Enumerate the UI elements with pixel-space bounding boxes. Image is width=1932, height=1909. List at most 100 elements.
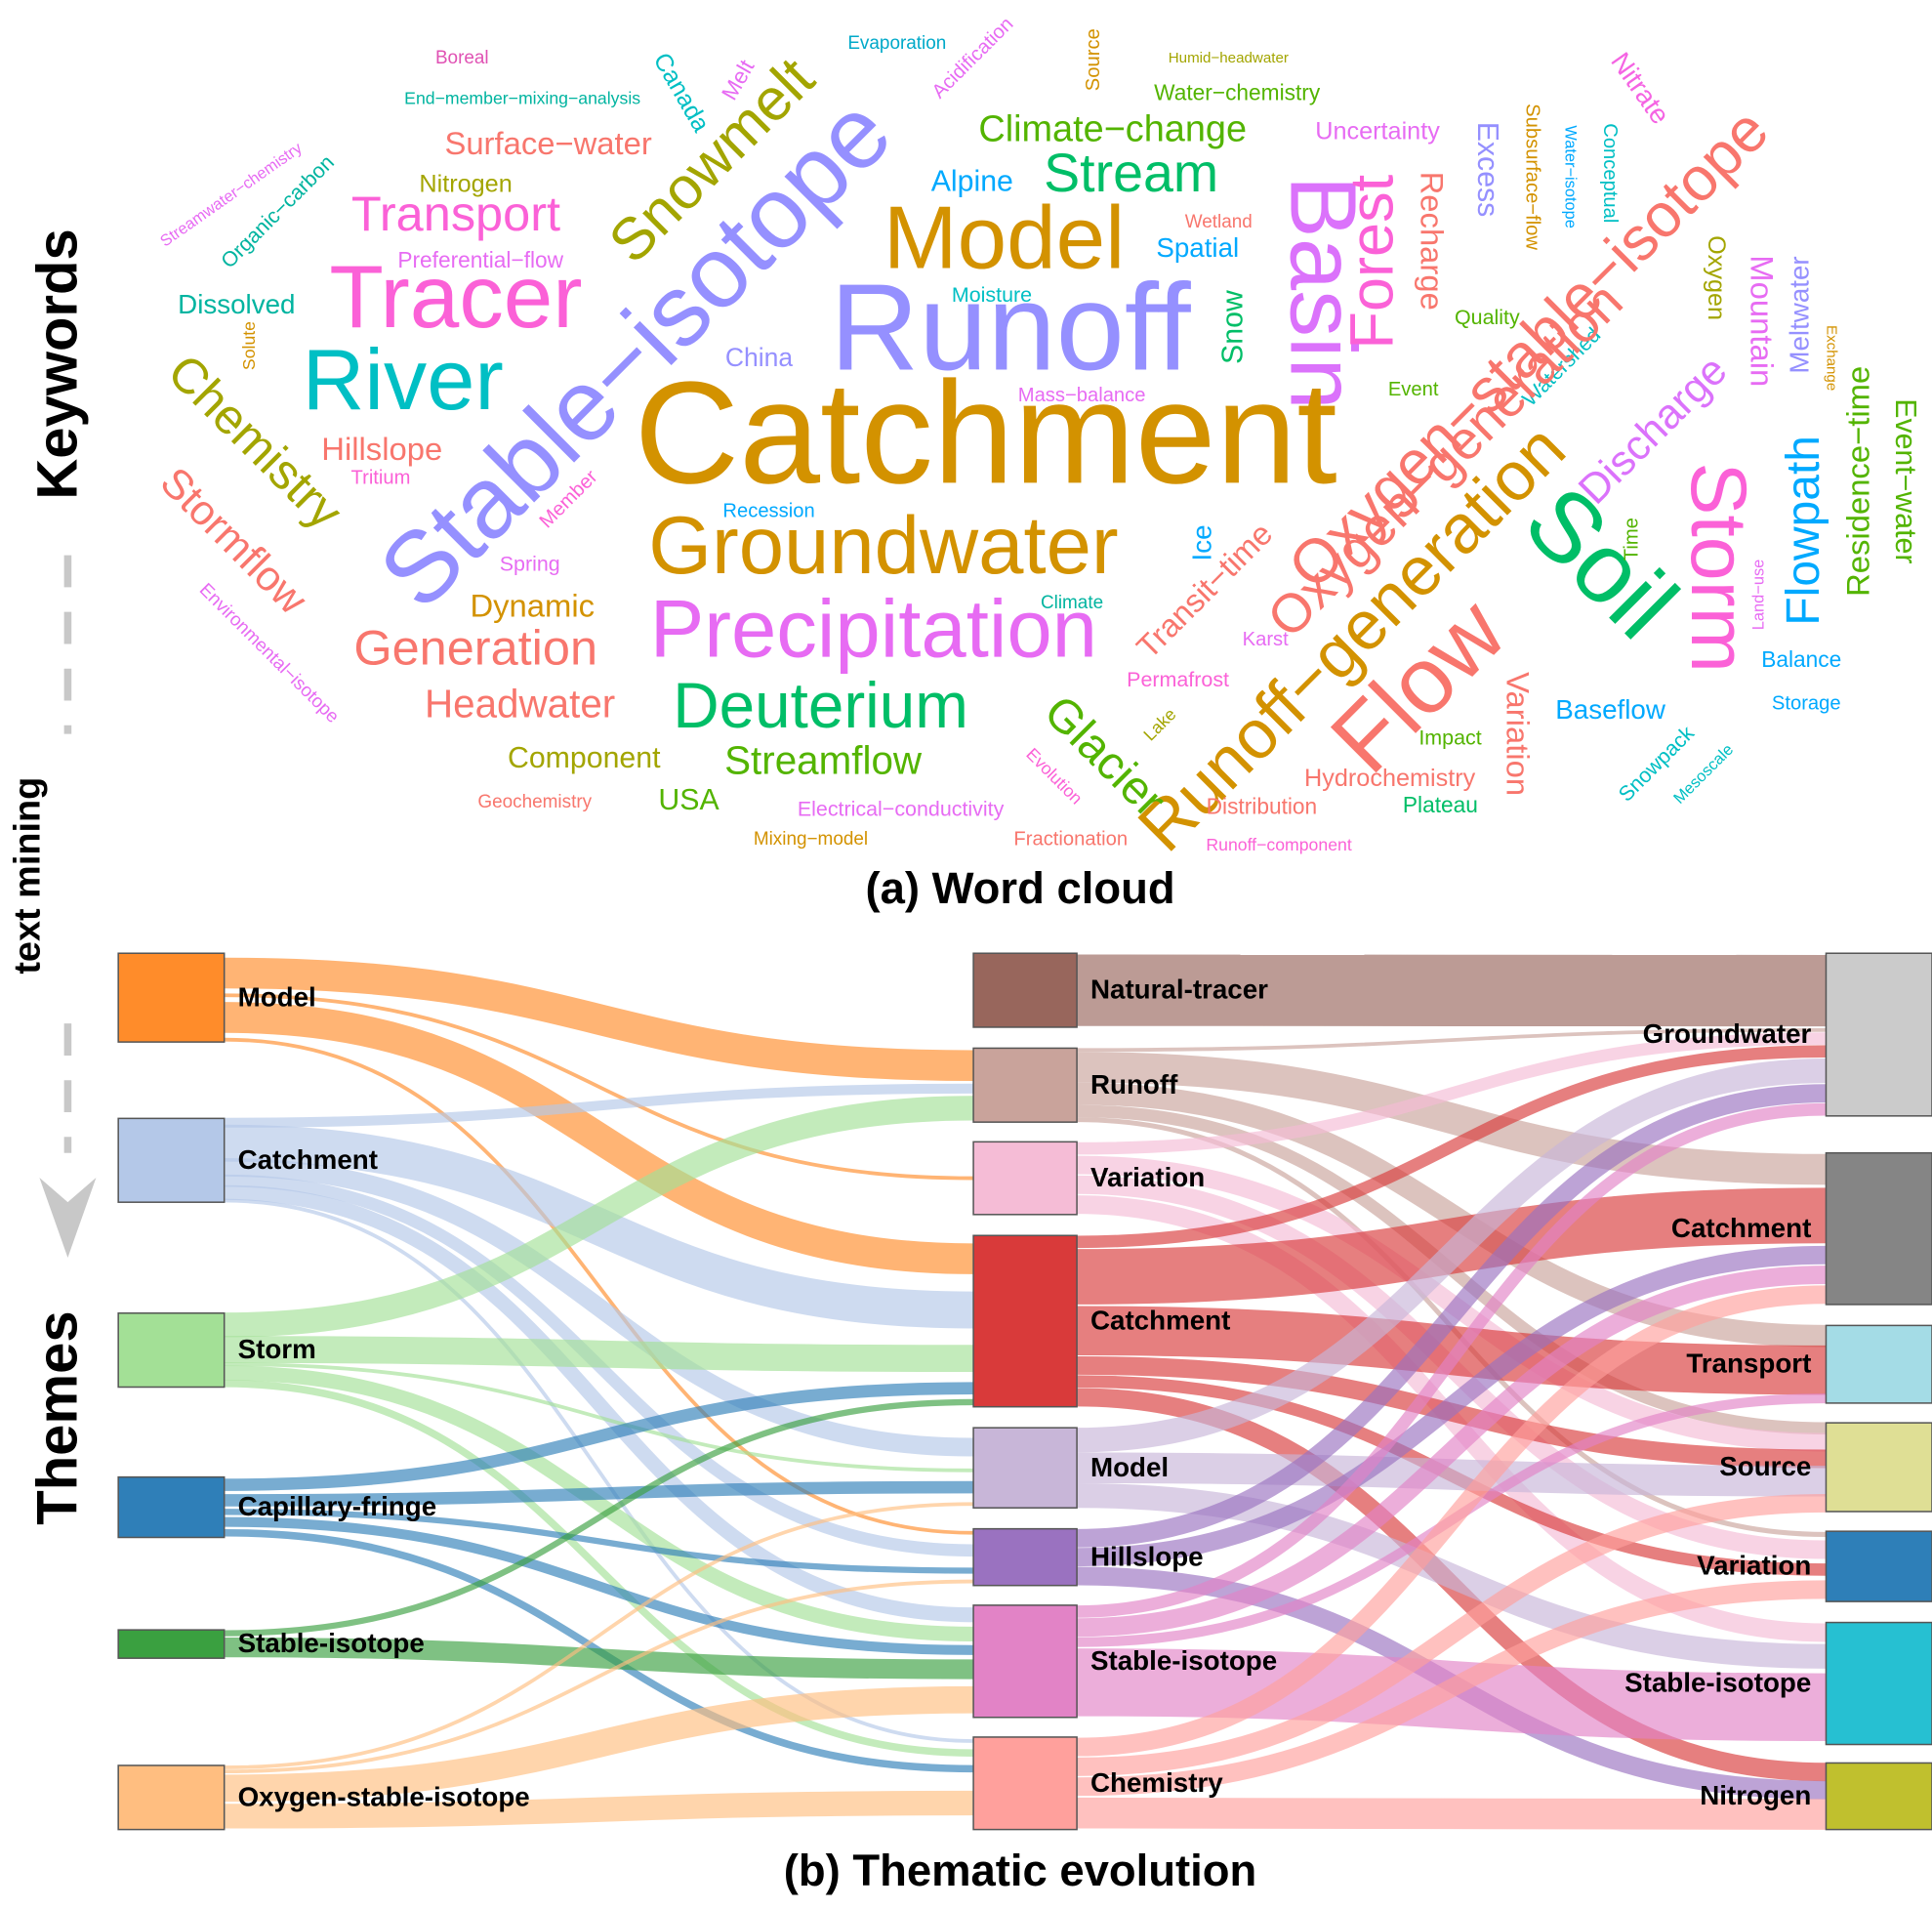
word: Stream xyxy=(1044,143,1218,203)
node xyxy=(972,1527,1078,1587)
word: Recharge xyxy=(1414,172,1450,311)
word: Tracer xyxy=(329,248,582,347)
word: Climate xyxy=(1041,593,1103,613)
flow xyxy=(224,1638,974,1680)
word: Electrical−conductivity xyxy=(798,798,1005,821)
flow xyxy=(1077,1032,1827,1155)
flow xyxy=(224,1516,974,1655)
word: Event−water xyxy=(1889,398,1921,563)
flow xyxy=(224,1382,974,1491)
word: Water−chemistry xyxy=(1154,80,1321,105)
word: Snow xyxy=(1217,290,1250,364)
word: Storage xyxy=(1772,693,1841,715)
word: Oxygen xyxy=(1703,235,1730,320)
node xyxy=(1825,1762,1932,1831)
node-label: Stable-isotope xyxy=(238,1628,425,1658)
node-label: Stable-isotope xyxy=(1624,1668,1811,1698)
links xyxy=(224,954,1827,1830)
word: Catchment xyxy=(635,351,1337,514)
caption: (b) Thematic evolution xyxy=(784,1846,1257,1895)
word: End−member−mixing−analysis xyxy=(404,88,640,107)
word: Storm xyxy=(1674,462,1762,672)
flow xyxy=(224,957,974,1082)
side-label: Themes xyxy=(25,1310,89,1524)
node xyxy=(972,1736,1078,1831)
flow xyxy=(1077,1084,1827,1548)
word: Wetland xyxy=(1185,212,1253,232)
flow xyxy=(1077,1266,1827,1638)
flow xyxy=(1077,1102,1827,1618)
node xyxy=(1825,952,1932,1117)
node xyxy=(117,1764,226,1831)
node xyxy=(972,1427,1078,1509)
word: Component xyxy=(508,742,661,774)
flow xyxy=(224,1096,974,1338)
word: China xyxy=(725,343,794,372)
word: Lake xyxy=(1139,704,1179,744)
word: Solute xyxy=(239,321,259,370)
node xyxy=(117,1117,226,1203)
node-label: Groundwater xyxy=(1643,1018,1812,1049)
word: Transport xyxy=(351,186,560,241)
word: Nitrogen xyxy=(419,171,512,198)
word: Spatial xyxy=(1156,232,1239,263)
node-label: Model xyxy=(238,981,316,1012)
node-label: Capillary-fringe xyxy=(238,1491,437,1521)
node xyxy=(1825,1151,1932,1306)
word: Fractionation xyxy=(1013,828,1128,850)
node-label: Catchment xyxy=(1671,1213,1811,1243)
word: Dissolved xyxy=(178,289,295,319)
node-label: Natural-tracer xyxy=(1090,975,1268,1005)
word: Plateau xyxy=(1403,792,1478,817)
word: Quality xyxy=(1455,306,1520,329)
word: Precipitation xyxy=(650,584,1097,675)
word: Uncertainty xyxy=(1315,117,1440,145)
word: Dynamic xyxy=(470,588,595,624)
nodes: Model Catchment Storm Capillary-fringe Stabl… xyxy=(117,952,1932,1831)
flow xyxy=(224,1362,974,1473)
flow xyxy=(1077,1797,1827,1830)
node-label: Catchment xyxy=(1090,1306,1230,1336)
node xyxy=(117,1312,226,1389)
node-label: Oxygen-stable-isotope xyxy=(238,1781,530,1811)
node xyxy=(972,1047,1078,1123)
word: Meltwater xyxy=(1785,256,1815,373)
word: Hydrochemistry xyxy=(1304,765,1476,792)
word: Karst xyxy=(1243,629,1290,650)
word: Mixing−model xyxy=(754,829,868,850)
node-label: Transport xyxy=(1686,1349,1811,1379)
node-label: Variation xyxy=(1090,1162,1205,1192)
word: Excess xyxy=(1471,122,1503,218)
word: Exchange xyxy=(1824,325,1840,391)
flow xyxy=(224,1790,974,1829)
flow xyxy=(1077,1058,1827,1453)
word: Event xyxy=(1388,379,1439,400)
word: Tritium xyxy=(351,468,411,489)
word: Boreal xyxy=(435,48,489,68)
flow xyxy=(224,1083,974,1128)
word: Acidification xyxy=(928,14,1018,104)
word: Residence−time xyxy=(1839,366,1875,597)
word: Balance xyxy=(1761,646,1841,672)
flow xyxy=(224,1336,974,1373)
flow xyxy=(224,1037,974,1535)
word: Streamflow xyxy=(724,738,923,783)
word: Time xyxy=(1622,518,1643,560)
word: Recession xyxy=(722,501,814,522)
flow xyxy=(224,1579,974,1774)
node-label: Source xyxy=(1719,1451,1811,1481)
word: USA xyxy=(658,784,719,816)
flow xyxy=(1077,1052,1827,1185)
flow xyxy=(1077,1245,1827,1567)
word: Source xyxy=(1083,28,1104,91)
word: Generation xyxy=(353,619,597,675)
flow-arrow xyxy=(39,555,97,1258)
node xyxy=(1825,1530,1932,1602)
word: Mass−balance xyxy=(1018,385,1146,406)
flow xyxy=(1077,1285,1827,1757)
word: Humid−headwater xyxy=(1169,50,1289,66)
word: Moisture xyxy=(952,283,1032,307)
flow xyxy=(224,1685,974,1803)
word: Evaporation xyxy=(847,33,946,54)
flow xyxy=(1077,1493,1827,1776)
